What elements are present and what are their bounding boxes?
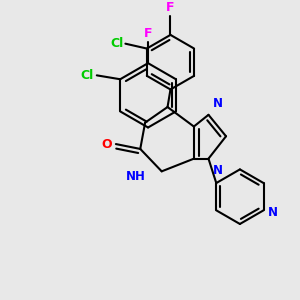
Text: N: N [212,164,222,177]
Text: Cl: Cl [81,69,94,82]
Text: O: O [101,138,112,151]
Text: N: N [267,206,278,219]
Text: N: N [212,97,222,110]
Text: F: F [144,27,152,40]
Text: F: F [166,2,175,14]
Text: NH: NH [126,170,146,183]
Text: Cl: Cl [110,37,123,50]
